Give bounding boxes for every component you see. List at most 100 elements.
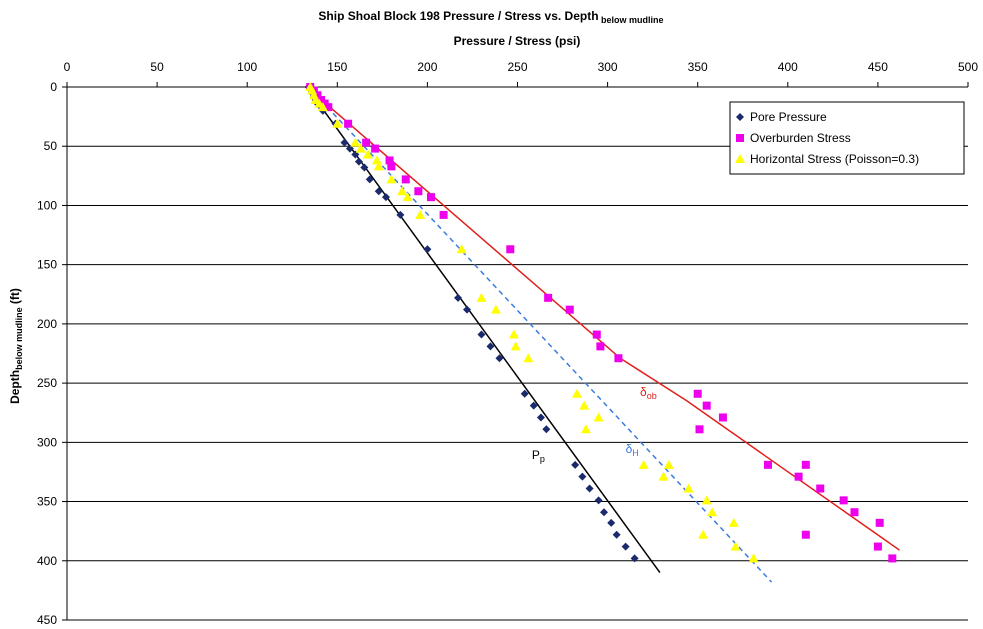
data-point [313,91,322,100]
trendline [307,86,773,583]
data-point [454,293,463,302]
y-axis-title: Depthbelow mudline (ft) [8,288,24,404]
data-point [593,412,604,422]
data-point [350,137,361,147]
data-point [612,530,621,539]
y-tick-label: 350 [37,495,57,509]
data-point [763,460,772,469]
x-tick-label: 300 [598,60,618,74]
data-point [486,342,495,351]
data-point [510,341,521,351]
data-point [695,425,704,434]
data-point [506,245,515,254]
data-point [707,507,718,517]
legend-marker [735,154,745,163]
x-tick-label: 450 [868,60,888,74]
x-tick-label: 0 [64,60,71,74]
data-point [340,138,349,147]
data-point [362,149,373,159]
data-point [371,144,380,153]
annotation-symbol: δ [640,385,647,399]
data-point [324,103,333,112]
data-point [571,460,580,469]
data-point [850,508,859,517]
data-point [607,518,616,527]
x-tick-label: 150 [327,60,347,74]
data-point [888,554,897,563]
data-point [385,156,394,165]
annotation-subscript: ob [647,391,657,401]
y-tick-label: 200 [37,317,57,331]
data-point [702,401,711,410]
legend-label: Horizontal Stress (Poisson=0.3) [750,152,919,166]
y-tick-label: 100 [37,198,57,212]
data-point [594,496,603,505]
data-point [728,517,739,527]
data-point [621,542,630,551]
data-point [873,542,882,551]
data-point [630,554,639,563]
data-point [718,413,727,422]
legend-label: Overburden Stress [750,131,851,145]
x-tick-label: 400 [778,60,798,74]
trend-annotation: Pp [532,448,545,464]
trendline [306,86,900,551]
data-point [794,472,803,481]
data-point [373,161,384,171]
y-axis-title-unit: (ft) [8,288,22,307]
y-tick-label: 50 [44,139,58,153]
data-point [463,305,472,314]
data-point [344,119,353,128]
data-point [456,244,467,254]
annotation-layer: Pp δob δH [532,385,657,464]
data-point [580,424,591,434]
data-point [596,342,605,351]
chart-title-main: Ship Shoal Block 198 Pressure / Stress v… [318,9,598,23]
data-point [387,162,396,171]
data-point [816,484,825,493]
data-point [371,155,382,165]
data-point [542,425,551,434]
legend-label: Pore Pressure [750,110,827,124]
data-point [748,553,759,563]
data-point [332,118,343,128]
data-point [578,472,587,481]
data-point [565,305,574,314]
data-point [529,401,538,410]
trend-annotation: δH [626,442,639,458]
annotation-subscript: p [540,454,545,464]
data-point [490,304,501,314]
legend-marker [736,134,744,142]
data-point [523,353,534,363]
data-point [585,484,594,493]
x-tick-label: 350 [688,60,708,74]
data-point [579,400,590,410]
data-point [875,518,884,527]
x-axis-title: Pressure / Stress (psi) [454,34,581,48]
data-point [386,174,397,184]
y-axis-title-main: Depth [8,370,22,404]
data-point [663,459,674,469]
data-point [397,186,408,196]
y-tick-label: 0 [50,80,57,94]
axes-layer: 0 50 100 150 200 250 300 350 400 450 500 0 50 100 150 2… [37,60,978,627]
data-point [801,530,810,539]
chart-title-subscript: below mudline [599,15,664,25]
data-point [730,541,741,551]
data-point [401,175,410,184]
data-point [599,508,608,517]
legend-marker [736,113,744,121]
data-point [360,163,369,172]
legend: Pore Pressure Overburden Stress Horizontal… [729,101,965,175]
data-point [571,388,582,398]
data-point [701,495,712,505]
y-tick-label: 300 [37,435,57,449]
data-point [365,175,374,184]
data-point [614,354,623,363]
data-point [495,354,504,363]
data-point [638,459,649,469]
data-point [544,293,553,302]
data-point [423,245,432,254]
